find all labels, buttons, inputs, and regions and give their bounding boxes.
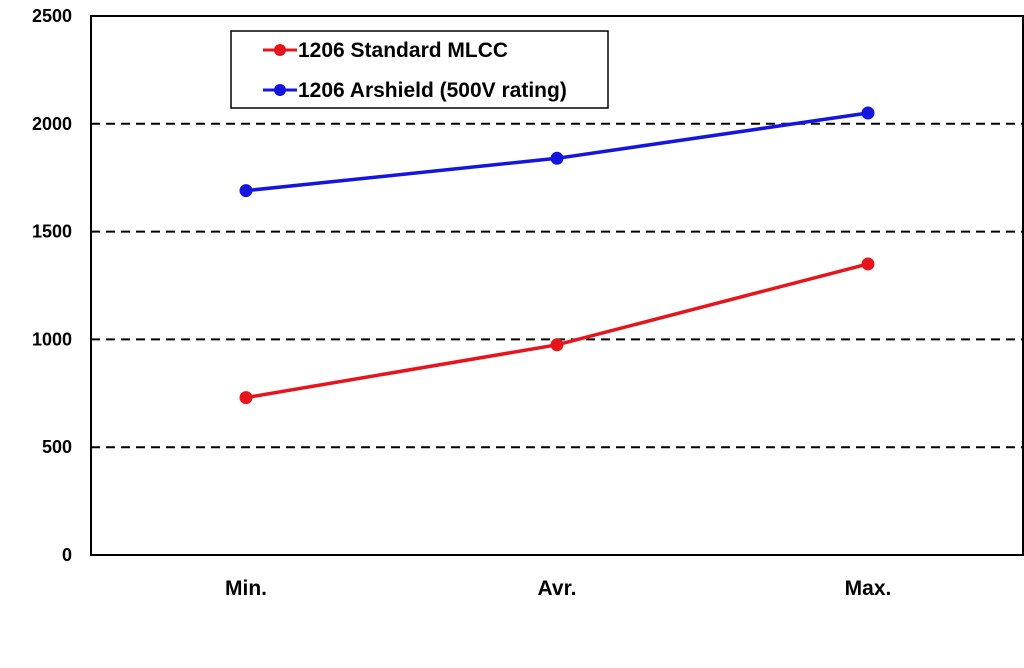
y-tick-label-2000: 2000 xyxy=(32,114,72,134)
legend-box xyxy=(230,30,609,109)
legend-marker-standard-mlcc xyxy=(274,44,286,56)
data-point-1-0 xyxy=(239,184,253,198)
data-point-1-1 xyxy=(550,151,564,165)
x-axis-ticks: Min. Avr. Max. xyxy=(225,577,891,600)
legend-item-standard-mlcc: 1206 Standard MLCC xyxy=(263,39,508,62)
y-tick-label-1000: 1000 xyxy=(32,329,72,349)
data-point-0-1 xyxy=(550,338,564,352)
x-tick-label-avr: Avr. xyxy=(538,577,577,600)
legend-label-standard-mlcc: 1206 Standard MLCC xyxy=(298,39,508,62)
legend: 1206 Standard MLCC 1206 Arshield (500V r… xyxy=(230,30,609,109)
series-group xyxy=(239,106,875,405)
data-point-0-0 xyxy=(239,391,253,405)
y-tick-label-2500: 2500 xyxy=(32,6,72,26)
legend-label-arshield: 1206 Arshield (500V rating) xyxy=(298,79,567,102)
data-point-1-2 xyxy=(861,106,875,120)
legend-item-arshield: 1206 Arshield (500V rating) xyxy=(263,79,567,102)
y-axis-ticks: 0 500 1000 1500 2000 2500 xyxy=(32,6,72,565)
data-point-0-2 xyxy=(861,257,875,271)
x-tick-label-max: Max. xyxy=(845,577,892,600)
y-tick-label-0: 0 xyxy=(62,545,72,565)
y-tick-label-1500: 1500 xyxy=(32,222,72,242)
x-tick-label-min: Min. xyxy=(225,577,267,600)
y-tick-label-500: 500 xyxy=(42,437,72,457)
legend-marker-arshield xyxy=(274,84,286,96)
